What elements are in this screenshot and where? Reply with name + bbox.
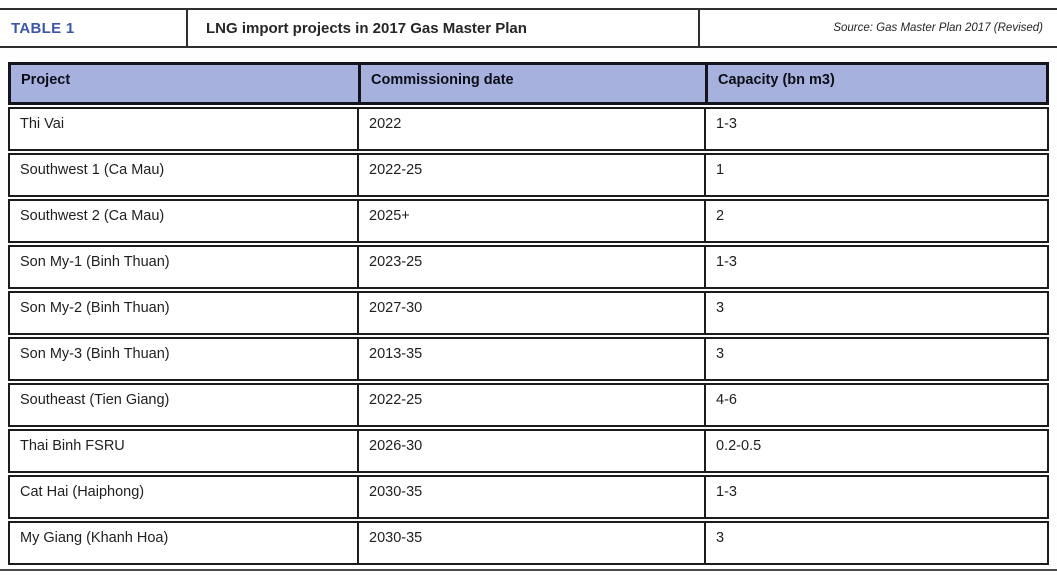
cell-project: Son My-1 (Binh Thuan) xyxy=(20,254,170,270)
table-label: TABLE 1 xyxy=(11,19,75,37)
table-row: Son My-2 (Binh Thuan) 2027-30 3 xyxy=(8,291,1049,335)
cell-capacity: 2 xyxy=(704,201,1047,241)
cell-project: Cat Hai (Haiphong) xyxy=(20,484,145,500)
cell-capacity: 3 xyxy=(704,523,1047,563)
cell-commissioning-date: 2027-30 xyxy=(357,293,704,333)
column-header-project: Project xyxy=(21,72,71,88)
column-header-commissioning-date: Commissioning date xyxy=(358,65,705,102)
cell-commissioning-date: 2023-25 xyxy=(357,247,704,287)
cell-project: Southwest 2 (Ca Mau) xyxy=(20,208,165,224)
source-note: Source: Gas Master Plan 2017 (Revised) xyxy=(833,22,1043,34)
table-row: My Giang (Khanh Hoa) 2030-35 3 xyxy=(8,521,1049,565)
cell-commissioning-date: 2022 xyxy=(357,109,704,149)
cell-commissioning-date: 2022-25 xyxy=(357,155,704,195)
table-row: Son My-1 (Binh Thuan) 2023-25 1-3 xyxy=(8,245,1049,289)
cell-commissioning-date: 2022-25 xyxy=(357,385,704,425)
cell-capacity: 1-3 xyxy=(704,477,1047,517)
table-row: Southwest 1 (Ca Mau) 2022-25 1 xyxy=(8,153,1049,197)
cell-commissioning-date: 2026-30 xyxy=(357,431,704,471)
cell-capacity: 3 xyxy=(704,339,1047,379)
table-row: Cat Hai (Haiphong) 2030-35 1-3 xyxy=(8,475,1049,519)
data-table: Project Commissioning date Capacity (bn … xyxy=(8,62,1049,565)
cell-project: Southwest 1 (Ca Mau) xyxy=(20,162,165,178)
cell-project: My Giang (Khanh Hoa) xyxy=(20,530,169,546)
cell-commissioning-date: 2030-35 xyxy=(357,523,704,563)
column-header-capacity: Capacity (bn m3) xyxy=(705,65,1046,102)
table-row: Southeast (Tien Giang) 2022-25 4-6 xyxy=(8,383,1049,427)
table-row: Thai Binh FSRU 2026-30 0.2-0.5 xyxy=(8,429,1049,473)
cell-capacity: 0.2-0.5 xyxy=(704,431,1047,471)
cell-capacity: 4-6 xyxy=(704,385,1047,425)
table-row: Southwest 2 (Ca Mau) 2025+ 2 xyxy=(8,199,1049,243)
table-row: Thi Vai 2022 1-3 xyxy=(8,107,1049,151)
cell-commissioning-date: 2013-35 xyxy=(357,339,704,379)
cell-capacity: 1-3 xyxy=(704,109,1047,149)
cell-capacity: 1 xyxy=(704,155,1047,195)
cell-capacity: 1-3 xyxy=(704,247,1047,287)
cell-project: Thi Vai xyxy=(20,116,65,132)
cell-capacity: 3 xyxy=(704,293,1047,333)
cell-commissioning-date: 2025+ xyxy=(357,201,704,241)
bottom-rule xyxy=(0,569,1057,571)
table-title: LNG import projects in 2017 Gas Master P… xyxy=(186,10,700,46)
cell-project: Southeast (Tien Giang) xyxy=(20,392,170,408)
table-row: Son My-3 (Binh Thuan) 2013-35 3 xyxy=(8,337,1049,381)
cell-project: Son My-3 (Binh Thuan) xyxy=(20,346,170,362)
cell-project: Son My-2 (Binh Thuan) xyxy=(20,300,170,316)
cell-commissioning-date: 2030-35 xyxy=(357,477,704,517)
title-band: TABLE 1 LNG import projects in 2017 Gas … xyxy=(0,8,1057,48)
cell-project: Thai Binh FSRU xyxy=(20,438,125,454)
table-header-row: Project Commissioning date Capacity (bn … xyxy=(8,62,1049,105)
